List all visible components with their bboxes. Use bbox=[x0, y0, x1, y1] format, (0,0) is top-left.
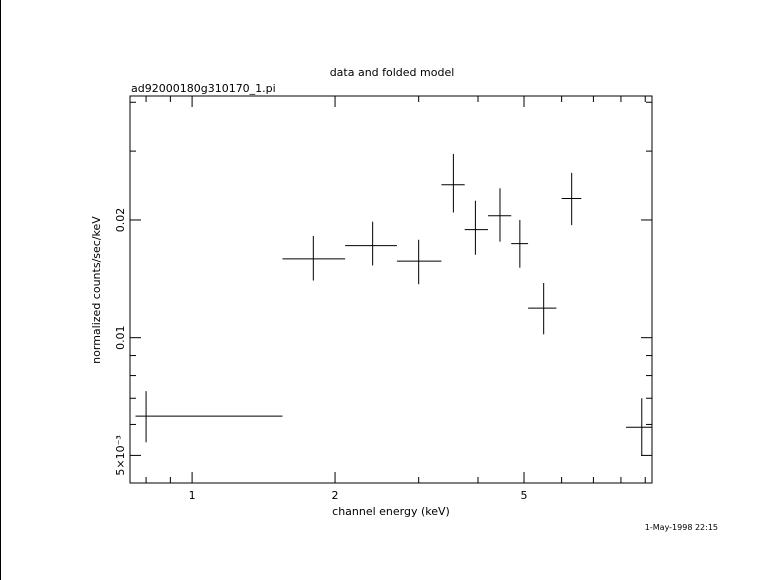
y-axis-ticks bbox=[130, 101, 652, 456]
x-tick-label: 1 bbox=[189, 489, 196, 502]
y-axis-label: normalized counts/sec/keV bbox=[90, 216, 103, 364]
y-tick-label: 0.01 bbox=[114, 325, 127, 350]
y-tick-label: 5×10⁻³ bbox=[114, 435, 127, 475]
data-point bbox=[626, 398, 652, 456]
x-tick-label: 5 bbox=[521, 489, 528, 502]
data-point bbox=[282, 235, 346, 281]
data-point bbox=[396, 239, 442, 285]
data-point bbox=[528, 282, 557, 335]
data-point bbox=[511, 219, 529, 268]
x-axis-label: channel energy (keV) bbox=[332, 505, 450, 518]
data-point bbox=[464, 200, 489, 255]
chart-title: data and folded model bbox=[330, 66, 455, 79]
x-tick-label: 2 bbox=[332, 489, 339, 502]
data-points bbox=[135, 153, 652, 456]
data-point bbox=[488, 188, 512, 242]
data-point bbox=[441, 153, 465, 213]
x-axis-tick-labels: 1 2 5 bbox=[189, 489, 528, 502]
y-axis-tick-labels: 5×10⁻³ 0.01 0.02 bbox=[114, 208, 127, 476]
y-tick-label: 0.02 bbox=[114, 208, 127, 233]
data-point bbox=[561, 172, 582, 226]
data-point bbox=[345, 221, 397, 266]
chart-subtitle: ad92000180g310170_1.pi bbox=[131, 82, 276, 95]
data-point bbox=[135, 391, 283, 443]
x-axis-ticks bbox=[145, 96, 646, 483]
timestamp-label: 1-May-1998 22:15 bbox=[645, 523, 718, 532]
plot-frame bbox=[129, 95, 653, 484]
